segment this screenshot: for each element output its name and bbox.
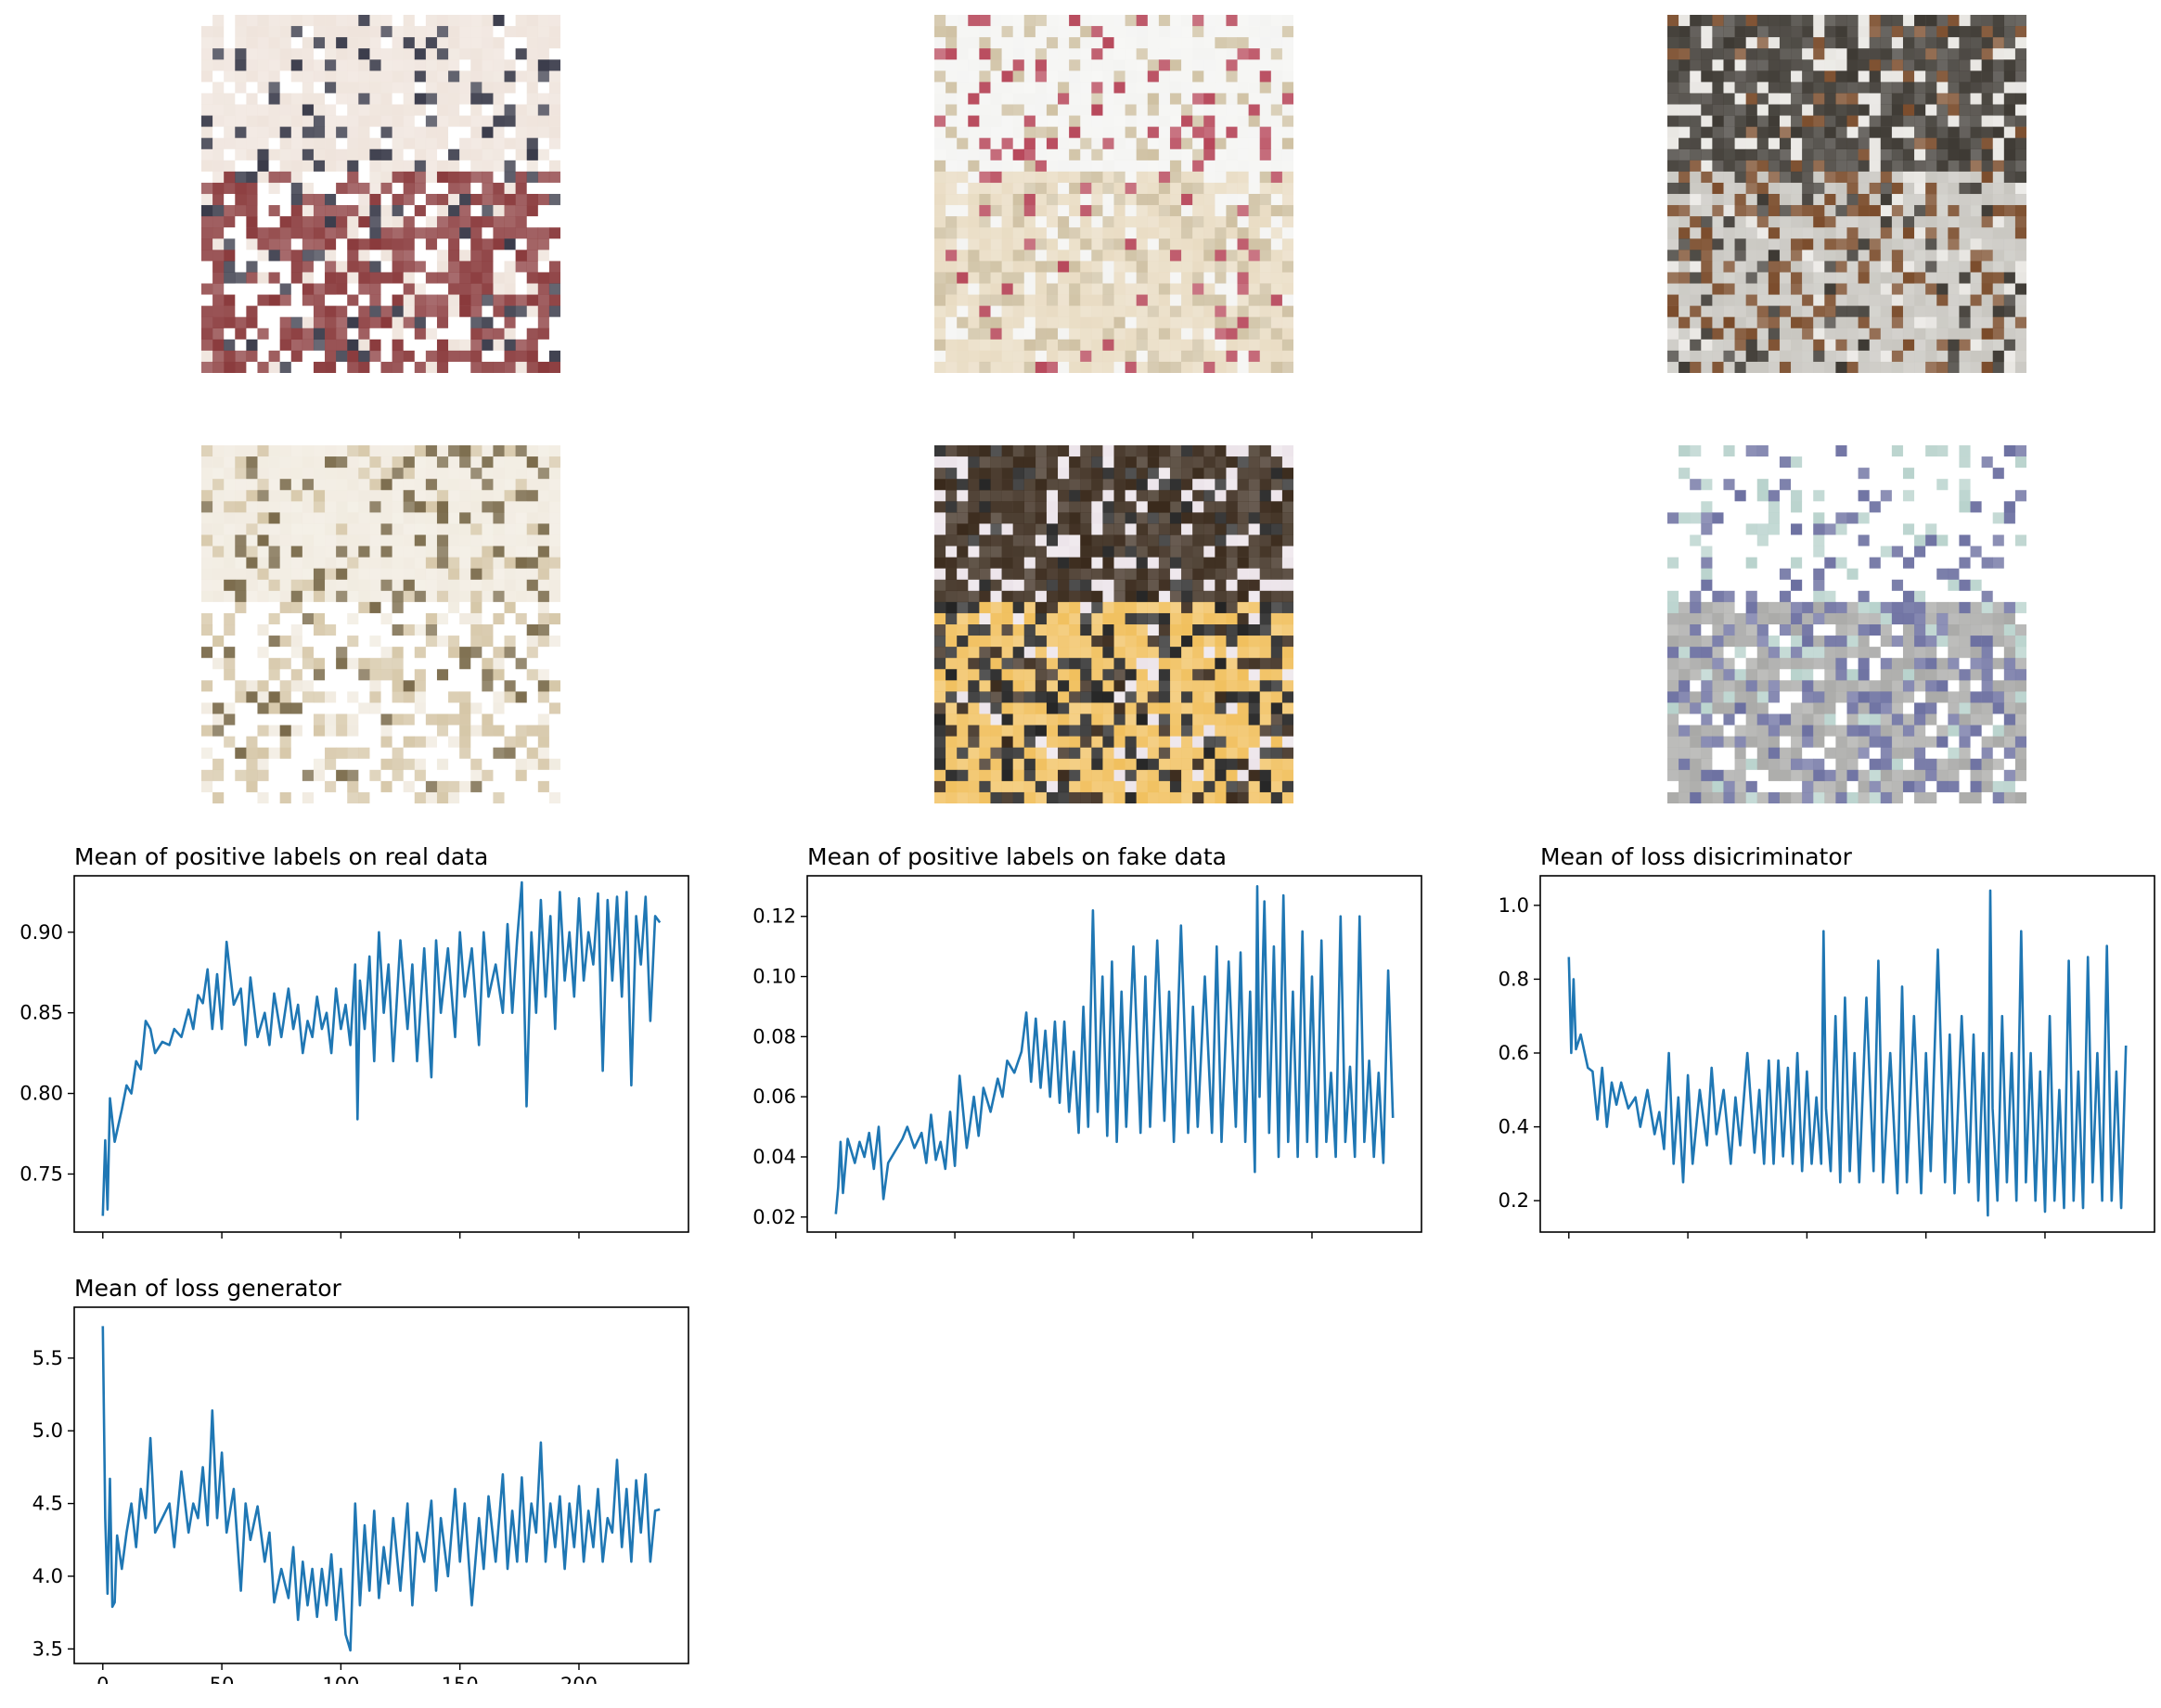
axes-frame	[1539, 875, 2155, 1233]
x-tick-label: 150	[1908, 1242, 1945, 1243]
x-tick-label: 0	[96, 1242, 109, 1243]
series-line	[101, 1326, 661, 1652]
sample-texture	[1667, 15, 2026, 373]
sample-texture	[934, 445, 1293, 803]
plot-real-labels: Mean of positive labels on real data 0 50 1…	[19, 843, 689, 1243]
y-tick-label: 0.08	[752, 1025, 796, 1047]
x-tick-label: 200	[560, 1674, 598, 1684]
x-tick-label: 0	[96, 1674, 109, 1684]
y-tick-label: 0.6	[1499, 1042, 1529, 1064]
sample-texture	[934, 15, 1293, 373]
x-tick-label: 50	[210, 1674, 235, 1684]
x-tick-label: 50	[943, 1242, 968, 1243]
x-tick-label: 100	[322, 1674, 359, 1684]
x-tick-label: 0	[830, 1242, 842, 1243]
x-tick-label: 0	[1563, 1242, 1575, 1243]
y-tick-label: 3.5	[32, 1637, 63, 1660]
y-tick-label: 0.90	[19, 921, 63, 944]
sample-texture	[1667, 445, 2026, 803]
x-tick-label: 100	[322, 1242, 359, 1243]
y-tick-label: 0.75	[19, 1162, 63, 1185]
y-tick-label: 5.0	[32, 1419, 63, 1442]
plot-generator-loss: Mean of loss generator 0 50 100 150 200 3.5 4.0…	[32, 1275, 689, 1684]
sample-texture	[201, 445, 560, 803]
x-tick-label: 100	[1788, 1242, 1825, 1243]
chart-title: Mean of loss generator	[74, 1275, 342, 1302]
sample-texture	[201, 15, 560, 373]
generated-bedroom-sample-4	[201, 445, 560, 803]
x-tick-label: 200	[560, 1242, 598, 1243]
series-line	[1567, 889, 2128, 1217]
chart-title: Mean of positive labels on fake data	[807, 843, 1227, 870]
y-tick-label: 0.10	[752, 966, 796, 988]
axes-frame	[73, 1306, 689, 1664]
x-tick-label: 150	[442, 1674, 479, 1684]
y-tick-label: 1.0	[1499, 894, 1529, 917]
x-tick-label: 200	[1293, 1242, 1331, 1243]
generated-bedroom-sample-6	[1667, 445, 2026, 803]
y-tick-label: 0.4	[1499, 1116, 1529, 1138]
y-tick-label: 4.5	[32, 1493, 63, 1515]
x-tick-label: 200	[2026, 1242, 2064, 1243]
y-tick-label: 0.04	[752, 1146, 796, 1168]
generated-bedroom-sample-5	[934, 445, 1293, 803]
y-tick-label: 0.8	[1499, 968, 1529, 990]
series-line	[101, 880, 662, 1216]
plot-fake-labels: Mean of positive labels on fake data 0 50 1…	[752, 843, 1422, 1243]
y-tick-label: 4.0	[32, 1565, 63, 1587]
x-tick-label: 50	[210, 1242, 235, 1243]
generated-bedroom-sample-3	[1667, 15, 2026, 373]
y-tick-label: 5.5	[32, 1347, 63, 1369]
x-tick-label: 100	[1055, 1242, 1092, 1243]
y-tick-label: 0.02	[752, 1206, 796, 1228]
y-tick-label: 0.85	[19, 1002, 63, 1024]
series-line	[834, 885, 1395, 1214]
chart-title: Mean of positive labels on real data	[74, 843, 488, 870]
y-tick-label: 0.06	[752, 1085, 796, 1108]
chart-title: Mean of loss disicriminator	[1540, 843, 1853, 870]
generated-bedroom-sample-2	[934, 15, 1293, 373]
x-tick-label: 150	[442, 1242, 479, 1243]
y-tick-label: 0.80	[19, 1083, 63, 1105]
axes-frame	[73, 875, 689, 1233]
plot-discriminator-loss: Mean of loss disicriminator 0 50 100 150 200 0…	[1499, 843, 2155, 1243]
x-tick-label: 50	[1676, 1242, 1701, 1243]
generated-bedroom-sample-1	[201, 15, 560, 373]
y-tick-label: 0.12	[752, 905, 796, 928]
x-tick-label: 150	[1175, 1242, 1212, 1243]
y-tick-label: 0.2	[1499, 1189, 1529, 1212]
axes-frame	[806, 875, 1422, 1233]
